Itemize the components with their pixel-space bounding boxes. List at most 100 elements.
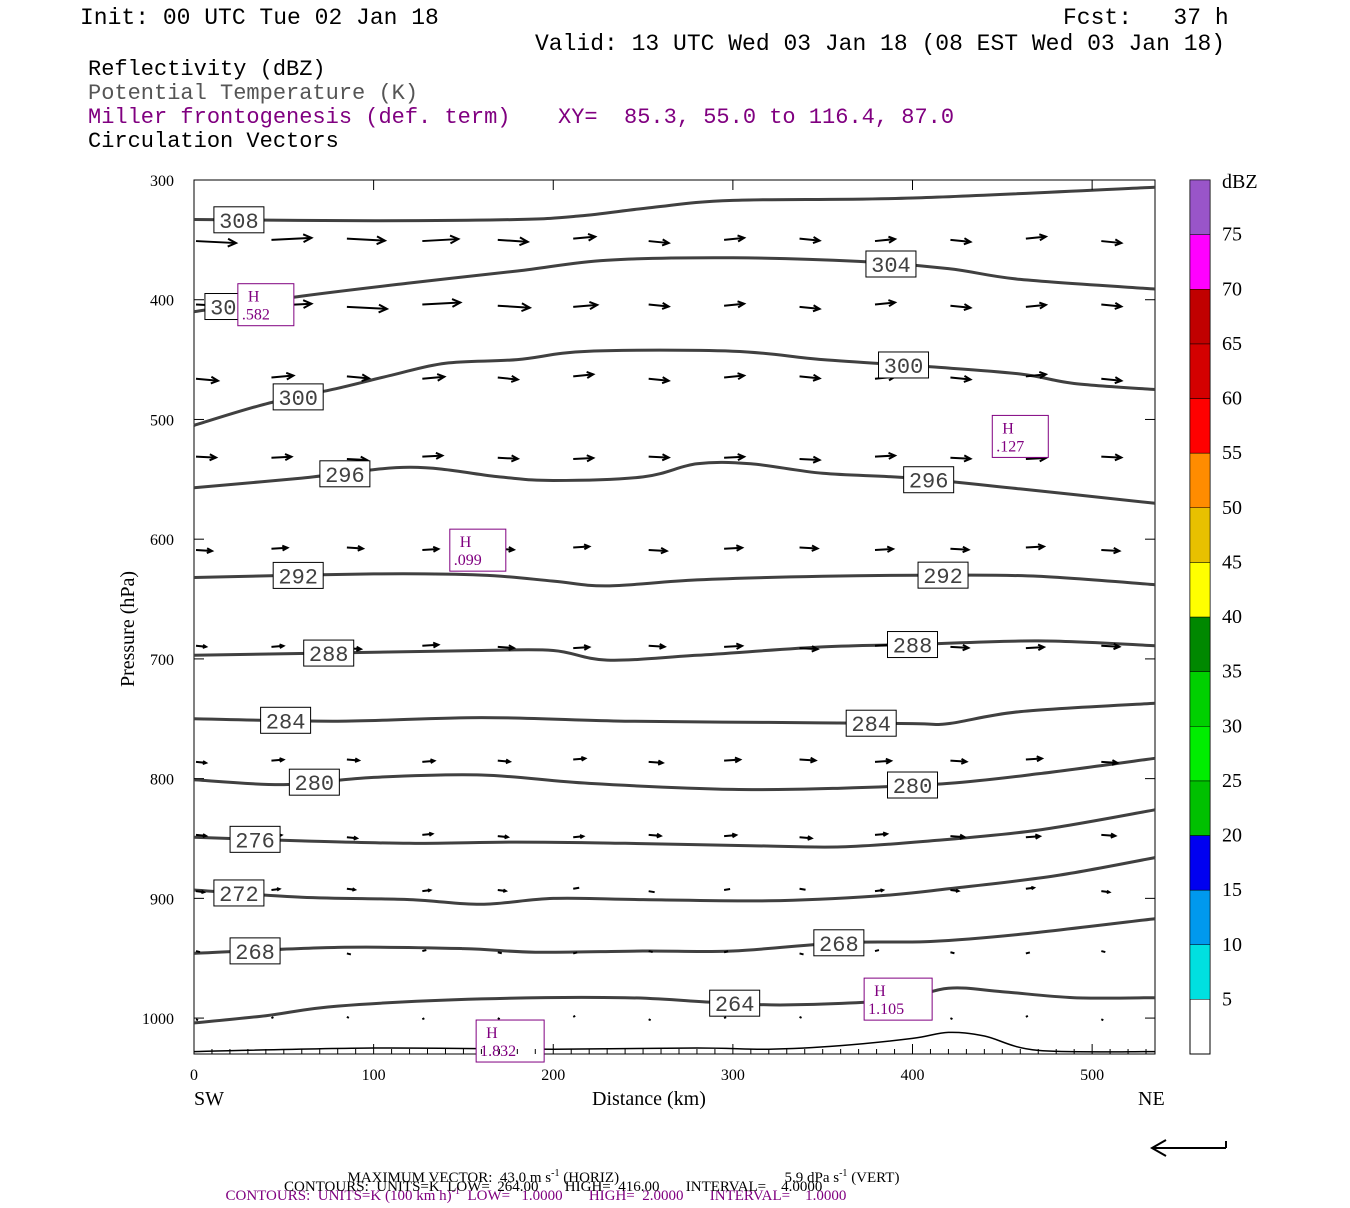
field-theta: Potential Temperature (K) bbox=[88, 81, 419, 106]
vector-shaft bbox=[950, 456, 971, 460]
circulation-vector bbox=[497, 454, 521, 463]
colorbar-swatch bbox=[1189, 780, 1211, 836]
vector-shaft bbox=[195, 950, 201, 954]
vector-shaft bbox=[799, 237, 820, 242]
vector-shaft bbox=[195, 548, 213, 552]
vector-head bbox=[735, 642, 745, 650]
vector-head bbox=[882, 831, 890, 837]
vector-shaft bbox=[573, 235, 596, 240]
fronto-value: 1.832 bbox=[480, 1043, 516, 1060]
colorbar-level-label: 15 bbox=[1222, 879, 1242, 901]
circulation-vector bbox=[271, 643, 286, 649]
vector-head bbox=[1113, 547, 1122, 555]
vector-shaft bbox=[949, 1017, 953, 1020]
vector-shaft bbox=[270, 1016, 274, 1019]
theta-label-box-304 bbox=[865, 250, 917, 278]
colorbar-level-label: 30 bbox=[1222, 715, 1242, 737]
vector-shaft bbox=[799, 1015, 802, 1019]
circulation-vector bbox=[421, 1017, 425, 1021]
theta-label-box-288 bbox=[887, 631, 939, 659]
theta-contour-272 bbox=[193, 856, 1156, 906]
vector-shaft bbox=[497, 456, 518, 460]
vector-head bbox=[1038, 233, 1049, 242]
circulation-vector bbox=[271, 233, 314, 244]
vector-shaft bbox=[346, 375, 369, 380]
vector-shaft bbox=[422, 301, 461, 306]
circulation-vector bbox=[1025, 833, 1043, 840]
horiz-tag: (HORIZ) bbox=[563, 1170, 620, 1186]
vector-shaft bbox=[346, 305, 387, 310]
vector-shaft bbox=[346, 457, 367, 461]
circulation-vector bbox=[724, 544, 745, 552]
circulation-vector bbox=[1101, 453, 1124, 462]
circulation-vector bbox=[346, 887, 358, 892]
vector-head bbox=[435, 451, 445, 460]
theta-label-272: 272 bbox=[219, 883, 259, 908]
circulation-vector bbox=[195, 950, 201, 954]
vector-shaft bbox=[950, 759, 967, 763]
circulation-vector bbox=[799, 887, 806, 891]
vector-head bbox=[737, 234, 747, 243]
circulation-vector bbox=[799, 373, 822, 382]
vector-shaft bbox=[422, 375, 445, 380]
vector-shaft bbox=[346, 546, 363, 550]
vector-shaft bbox=[874, 454, 896, 458]
colorbar-swatch bbox=[1189, 562, 1211, 618]
vector-shaft bbox=[950, 304, 971, 309]
colorbar-level-label: 65 bbox=[1222, 333, 1242, 355]
colorbar-swatch bbox=[1189, 343, 1211, 399]
circulation-vector bbox=[1025, 371, 1049, 379]
circulation-vector bbox=[573, 371, 596, 379]
theta-label-box-284 bbox=[845, 709, 897, 737]
vector-shaft bbox=[1101, 455, 1122, 459]
vector-head bbox=[661, 376, 671, 385]
colorbar-swatch bbox=[1189, 671, 1211, 727]
colorbar-swatch bbox=[1189, 452, 1211, 508]
vector-head bbox=[302, 299, 314, 309]
circulation-vector bbox=[422, 298, 463, 308]
circulation-vector bbox=[1025, 951, 1031, 955]
vector-head bbox=[661, 453, 671, 462]
vector-head bbox=[521, 302, 533, 313]
circulation-vector bbox=[346, 952, 352, 956]
vector-head bbox=[1037, 643, 1047, 652]
terrain-surface bbox=[193, 1031, 1156, 1053]
vector-shaft bbox=[573, 886, 580, 890]
y-axis-label: Pressure (hPa) bbox=[117, 570, 139, 688]
circulation-vector bbox=[346, 835, 360, 841]
theta-label-280: 280 bbox=[295, 772, 335, 797]
y-tick-label: 1000 bbox=[142, 1011, 174, 1028]
circulation-vector bbox=[648, 376, 671, 385]
colorbar-title: dBZ bbox=[1222, 171, 1258, 193]
vector-head bbox=[1038, 301, 1049, 310]
vector-shaft bbox=[950, 645, 969, 649]
vector-head bbox=[888, 235, 898, 244]
x-tick-label: 300 bbox=[721, 1067, 745, 1084]
vector-head bbox=[451, 298, 463, 308]
circulation-vector bbox=[346, 757, 362, 763]
vector-head bbox=[519, 236, 531, 247]
circulation-vector bbox=[422, 949, 427, 953]
fronto-h-label: H bbox=[1002, 420, 1014, 437]
theta-contour-292 bbox=[193, 572, 1156, 588]
vector-head bbox=[430, 758, 437, 764]
circulation-vector bbox=[422, 641, 441, 649]
y-tick-label: 800 bbox=[150, 772, 174, 789]
circulation-vectors bbox=[195, 233, 1124, 1022]
circulation-vector bbox=[422, 888, 433, 893]
vector-head bbox=[285, 371, 296, 381]
vector-shaft bbox=[950, 238, 971, 243]
vector-shaft bbox=[497, 238, 528, 243]
circulation-vector bbox=[346, 235, 388, 246]
vector-head bbox=[812, 304, 822, 313]
vector-shaft bbox=[421, 1017, 425, 1021]
x-tick-label: 200 bbox=[541, 1067, 565, 1084]
cross-section-xy: XY= 85.3, 55.0 to 116.4, 87.0 bbox=[558, 105, 955, 130]
vector-head bbox=[1110, 832, 1118, 839]
circulation-vector bbox=[1100, 1018, 1104, 1022]
vector-head bbox=[357, 544, 366, 552]
vector-head bbox=[302, 233, 314, 244]
horiz-exp: -1 bbox=[551, 1168, 560, 1179]
y-tick-label: 300 bbox=[150, 173, 174, 190]
